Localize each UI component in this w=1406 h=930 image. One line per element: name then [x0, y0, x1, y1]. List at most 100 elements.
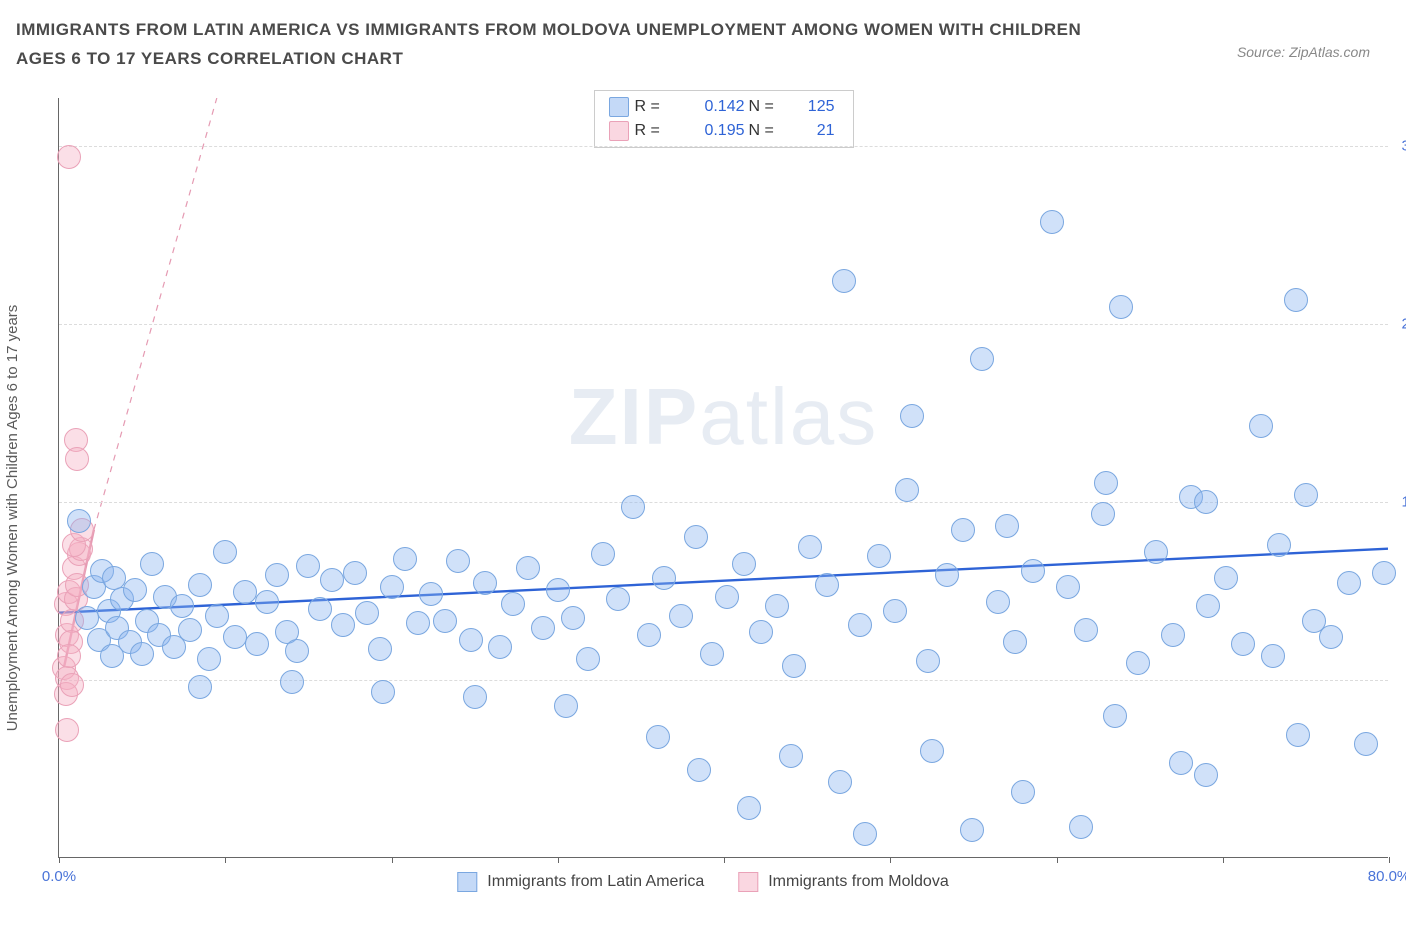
data-point	[546, 578, 570, 602]
legend-swatch	[457, 872, 477, 892]
data-point	[213, 540, 237, 564]
legend-n-label: N =	[749, 122, 797, 140]
data-point	[419, 582, 443, 606]
y-axis-label: Unemployment Among Women with Children A…	[4, 305, 21, 732]
data-point	[732, 552, 756, 576]
legend-swatch	[738, 872, 758, 892]
data-point	[935, 563, 959, 587]
data-point	[1194, 490, 1218, 514]
data-point	[1249, 414, 1273, 438]
data-point	[501, 592, 525, 616]
data-point	[815, 573, 839, 597]
data-point	[1074, 618, 1098, 642]
watermark: ZIPatlas	[569, 371, 878, 463]
data-point	[1196, 594, 1220, 618]
data-point	[331, 613, 355, 637]
data-point	[488, 635, 512, 659]
legend-swatch	[609, 97, 629, 117]
data-point	[995, 514, 1019, 538]
data-point	[223, 625, 247, 649]
data-point	[1069, 815, 1093, 839]
data-point	[380, 575, 404, 599]
data-point	[1294, 483, 1318, 507]
gridline	[59, 146, 1388, 147]
data-point	[188, 675, 212, 699]
legend-r-value: 0.142	[683, 98, 749, 116]
data-point	[779, 744, 803, 768]
data-point	[684, 525, 708, 549]
data-point	[265, 563, 289, 587]
x-tick	[1389, 857, 1390, 863]
legend-series: Immigrants from Latin AmericaImmigrants …	[457, 872, 948, 892]
data-point	[916, 649, 940, 673]
legend-n-label: N =	[749, 98, 797, 116]
data-point	[308, 597, 332, 621]
data-point	[606, 587, 630, 611]
data-point	[178, 618, 202, 642]
data-point	[554, 694, 578, 718]
data-point	[75, 606, 99, 630]
data-point	[1094, 471, 1118, 495]
data-point	[57, 644, 81, 668]
x-tick	[392, 857, 393, 863]
data-point	[1021, 559, 1045, 583]
legend-label: Immigrants from Moldova	[768, 873, 949, 890]
data-point	[1231, 632, 1255, 656]
y-tick-label: 22.5%	[1401, 315, 1406, 332]
gridline	[59, 324, 1388, 325]
data-point	[853, 822, 877, 846]
data-point	[1286, 723, 1310, 747]
data-point	[669, 604, 693, 628]
data-point	[1169, 751, 1193, 775]
legend-r-label: R =	[635, 98, 683, 116]
legend-r-label: R =	[635, 122, 683, 140]
x-tick	[59, 857, 60, 863]
data-point	[652, 566, 676, 590]
x-tick-label: 80.0%	[1368, 868, 1406, 885]
data-point	[576, 647, 600, 671]
data-point	[65, 447, 89, 471]
data-point	[531, 616, 555, 640]
data-point	[561, 606, 585, 630]
data-point	[832, 269, 856, 293]
data-point	[715, 585, 739, 609]
x-tick-label: 0.0%	[42, 868, 76, 885]
x-tick	[558, 857, 559, 863]
data-point	[1267, 533, 1291, 557]
chart-container: Unemployment Among Women with Children A…	[0, 98, 1406, 898]
data-point	[516, 556, 540, 580]
data-point	[371, 680, 395, 704]
data-point	[463, 685, 487, 709]
data-point	[67, 509, 91, 533]
data-point	[406, 611, 430, 635]
data-point	[197, 647, 221, 671]
data-point	[960, 818, 984, 842]
data-point	[1319, 625, 1343, 649]
data-point	[1011, 780, 1035, 804]
x-tick	[890, 857, 891, 863]
data-point	[637, 623, 661, 647]
data-point	[1109, 295, 1133, 319]
data-point	[1144, 540, 1168, 564]
data-point	[1194, 763, 1218, 787]
data-point	[749, 620, 773, 644]
data-point	[1103, 704, 1127, 728]
x-tick	[1057, 857, 1058, 863]
data-point	[1354, 732, 1378, 756]
data-point	[205, 604, 229, 628]
data-point	[368, 637, 392, 661]
data-point	[1091, 502, 1115, 526]
x-tick	[724, 857, 725, 863]
data-point	[1126, 651, 1150, 675]
data-point	[1161, 623, 1185, 647]
data-point	[1261, 644, 1285, 668]
data-point	[343, 561, 367, 585]
data-point	[140, 552, 164, 576]
data-point	[280, 670, 304, 694]
data-point	[1040, 210, 1064, 234]
trend-lines	[59, 98, 1388, 857]
legend-n-value: 125	[797, 98, 839, 116]
data-point	[1056, 575, 1080, 599]
data-point	[296, 554, 320, 578]
data-point	[1003, 630, 1027, 654]
